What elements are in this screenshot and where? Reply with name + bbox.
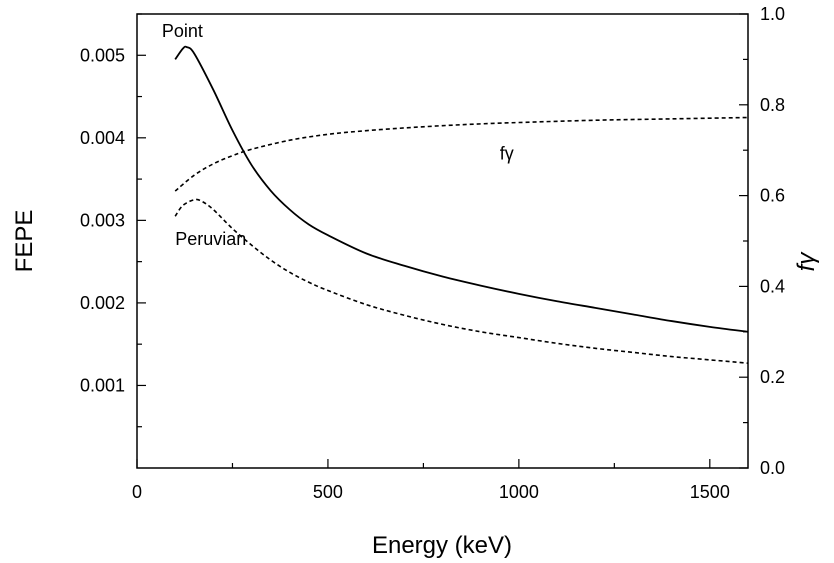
y2-tick-label: 1.0 — [760, 4, 785, 24]
x-tick-label: 500 — [313, 482, 343, 502]
series-point-line — [174, 45, 749, 333]
annotation-f-gamma: fγ — [500, 143, 514, 163]
y-axis-ticks: 0.001 0.002 0.003 0.004 0.005 — [80, 13, 146, 428]
annotation-peruvian: Peruvian — [175, 229, 246, 249]
y-tick-label: 0.003 — [80, 210, 125, 230]
y2-tick-label: 0.6 — [760, 186, 785, 206]
series-group — [174, 45, 749, 364]
x-axis-title: Energy (keV) — [372, 532, 512, 559]
y2-axis-title: fγ — [793, 251, 820, 272]
y2-axis-ticks: 0.0 0.2 0.4 0.6 0.8 1.0 — [739, 4, 785, 478]
x-tick-label: 1500 — [690, 482, 730, 502]
x-tick-label: 0 — [132, 482, 142, 502]
y-tick-label: 0.005 — [80, 45, 125, 65]
x-axis-ticks: 0 500 1000 1500 — [132, 459, 730, 502]
y-tick-label: 0.002 — [80, 293, 125, 313]
y2-tick-label: 0.4 — [760, 276, 785, 296]
y-axis-title: FEPE — [11, 210, 38, 273]
y2-tick-label: 0.8 — [760, 95, 785, 115]
series-peruvian-line — [174, 198, 749, 364]
y2-tick-label: 0.0 — [760, 458, 785, 478]
y2-tick-label: 0.2 — [760, 367, 785, 387]
series-f-gamma-line — [174, 116, 749, 192]
y-tick-label: 0.004 — [80, 128, 125, 148]
annotation-point: Point — [162, 21, 203, 41]
y-tick-label: 0.001 — [80, 375, 125, 395]
x-tick-label: 1000 — [499, 482, 539, 502]
